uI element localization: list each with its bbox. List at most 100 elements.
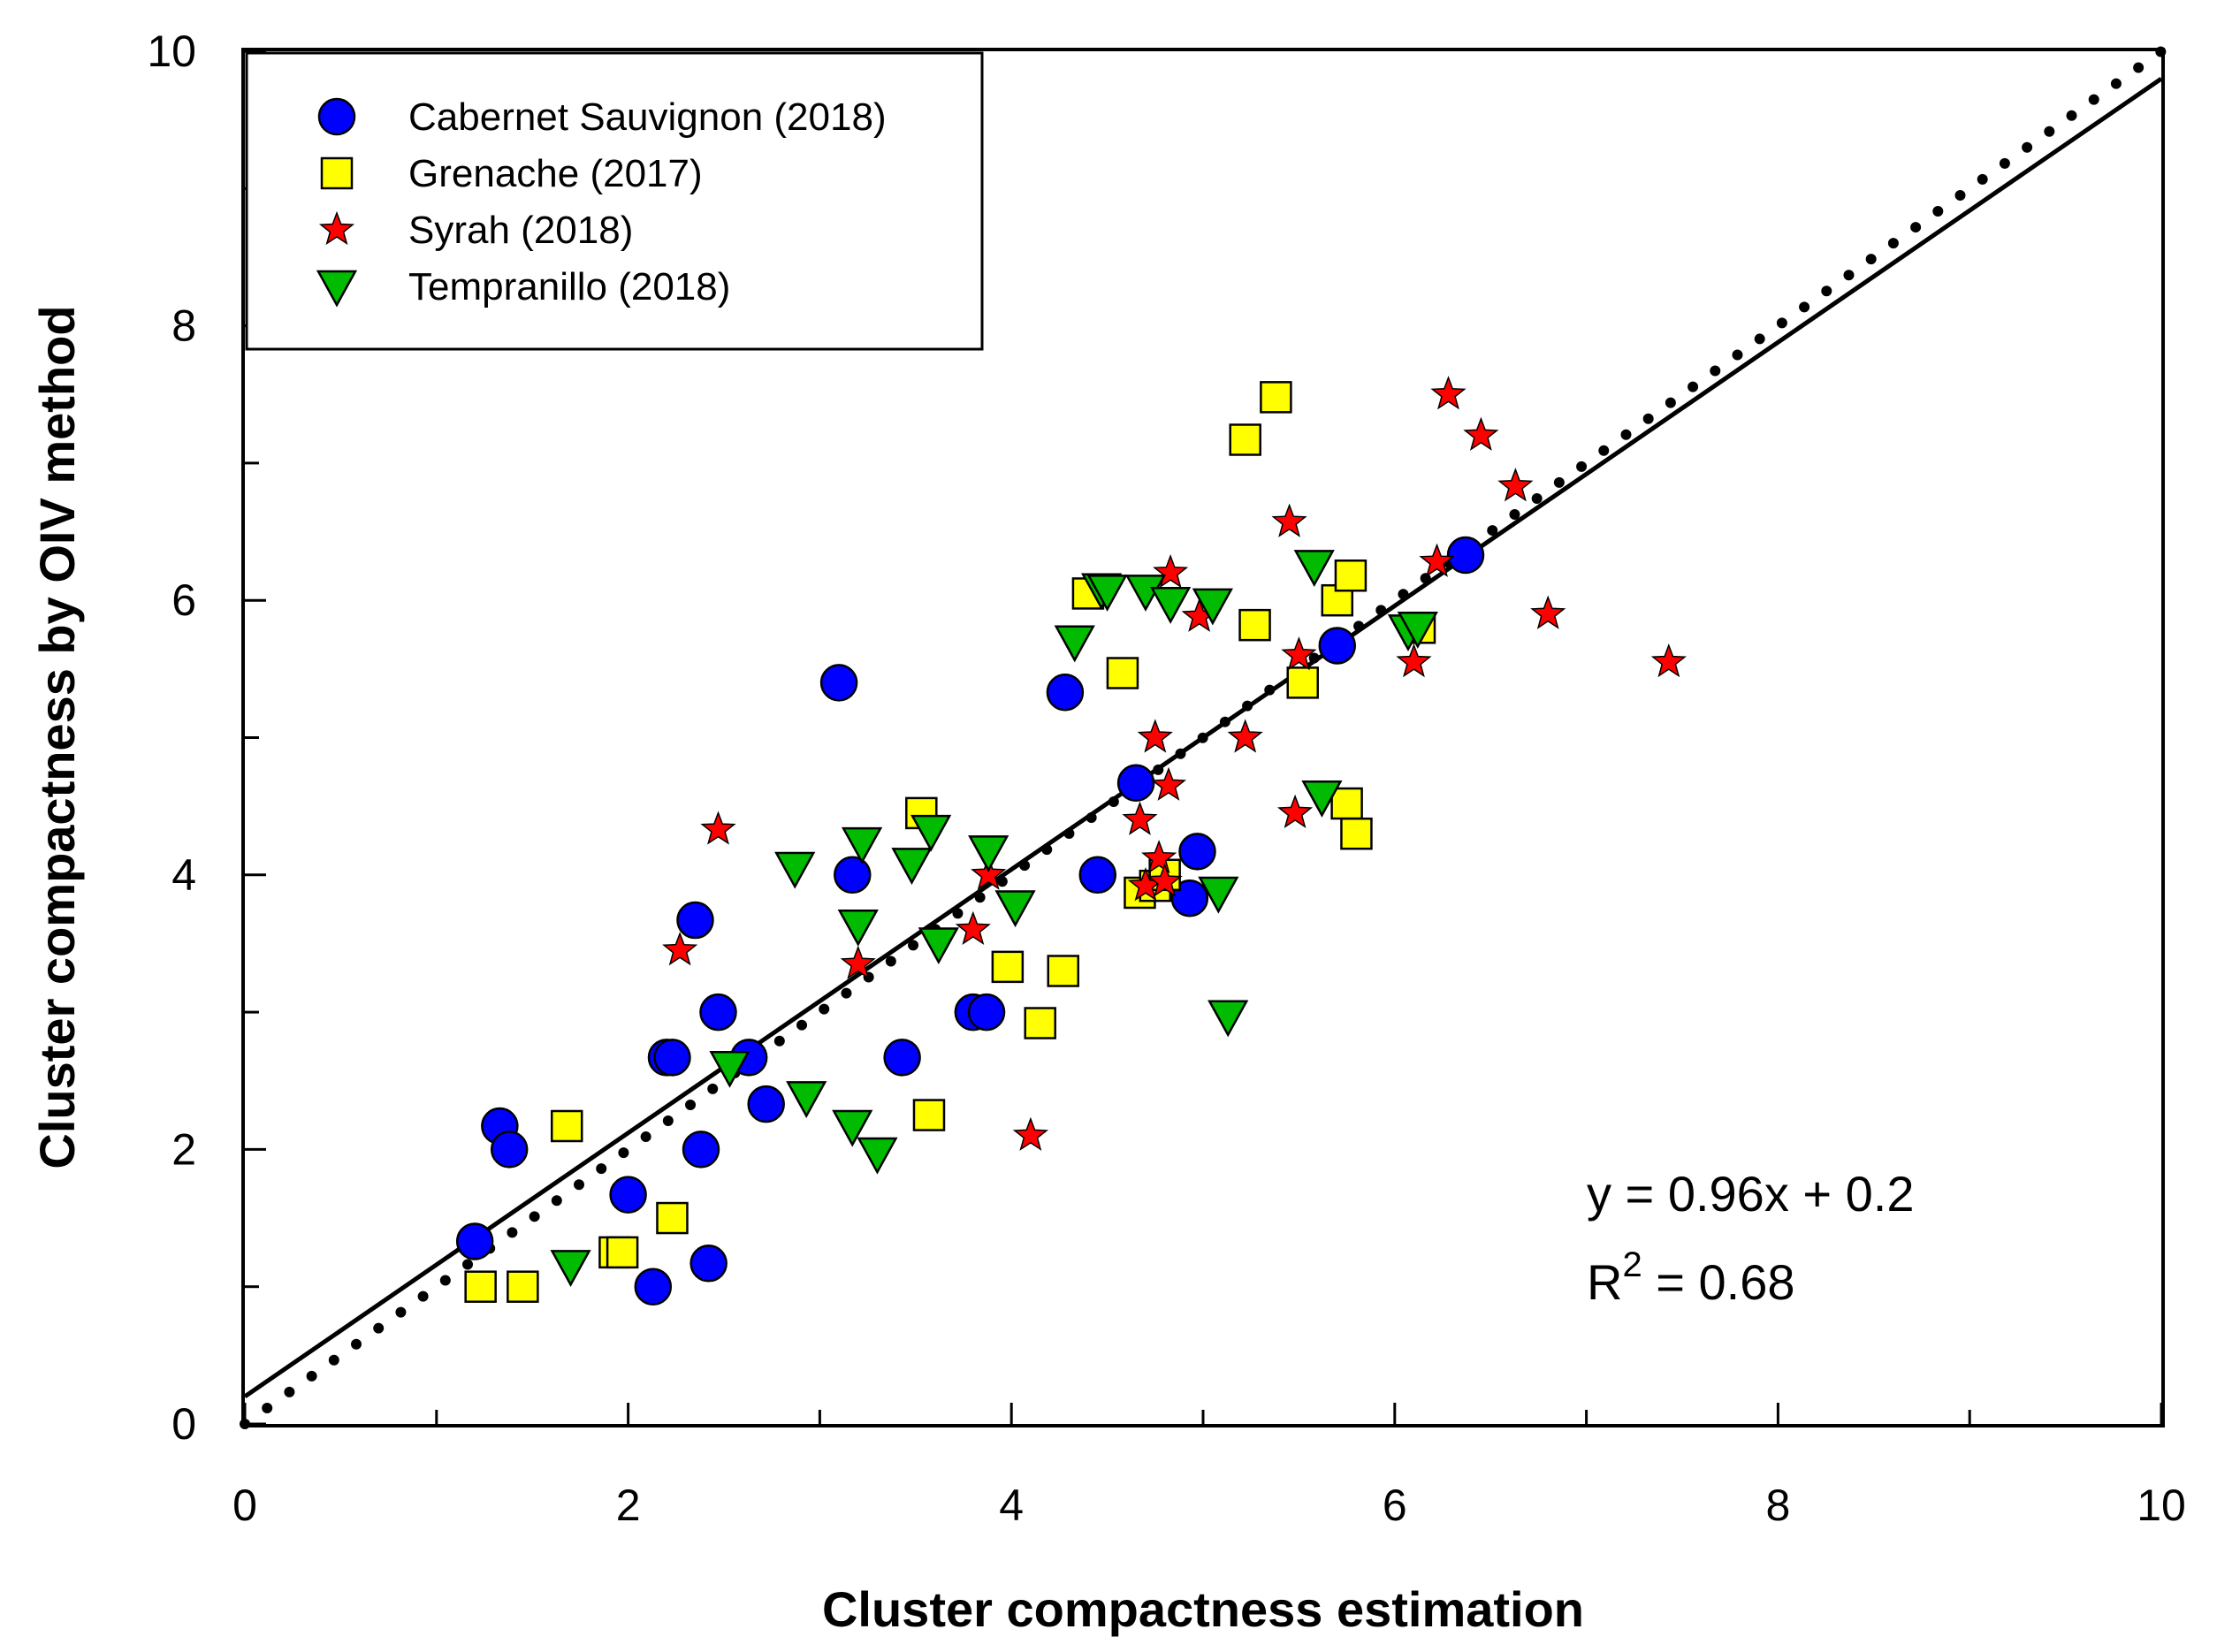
point-triangle-down <box>910 814 952 852</box>
r-squared-exponent: 2 <box>1622 1245 1642 1284</box>
point-circle <box>747 1085 785 1123</box>
point-square <box>606 1236 639 1269</box>
point-star <box>971 856 1007 890</box>
point-star <box>955 910 991 946</box>
point-triangle-down <box>1086 575 1128 612</box>
series-triangle-down <box>550 550 1438 1287</box>
y-axis: 0 2 4 6 8 10 <box>147 27 266 1449</box>
point-square <box>1047 955 1079 987</box>
point-star <box>1141 840 1177 874</box>
point-triangle-down <box>994 890 1036 928</box>
point-triangle-down <box>1150 587 1192 624</box>
legend-box <box>245 51 984 351</box>
x-tick-label: 4 <box>999 1481 1024 1530</box>
y-axis-title: Cluster compactness by OIV method <box>29 305 85 1169</box>
point-circle <box>1116 764 1155 802</box>
point-circle <box>1178 833 1216 871</box>
r-squared-label: R2 = 0.68 <box>1587 1245 1795 1310</box>
point-triangle-down <box>1198 876 1239 914</box>
point-star <box>840 945 876 979</box>
point-square <box>1024 1007 1056 1039</box>
point-square <box>464 1270 497 1303</box>
legend-label: Cabernet Sauvignon (2018) <box>408 95 887 139</box>
point-triangle-down <box>1293 550 1335 587</box>
x-tick-label: 0 <box>232 1481 257 1530</box>
r-squared-prefix: R <box>1587 1254 1622 1310</box>
point-square <box>507 1270 539 1303</box>
legend-label: Tempranillo (2018) <box>408 265 730 308</box>
point-star <box>1122 801 1158 835</box>
point-square <box>1106 657 1139 689</box>
point-star <box>662 932 698 966</box>
regression-equation: y = 0.96x + 0.2 <box>1587 1166 1914 1222</box>
point-square <box>991 950 1025 984</box>
legend: Cabernet Sauvignon (2018) Grenache (2017)… <box>245 51 984 351</box>
plot-frame <box>241 48 2165 1427</box>
series-square <box>464 381 1436 1303</box>
point-circle <box>834 856 872 895</box>
point-star <box>1147 863 1183 897</box>
point-triangle-down <box>1208 1000 1249 1038</box>
y-tick-label: 4 <box>171 850 196 900</box>
point-triangle-down <box>1397 612 1438 649</box>
r-squared-value: = 0.68 <box>1642 1254 1795 1310</box>
point-circle <box>609 1176 647 1214</box>
legend-marker-circle <box>317 97 356 136</box>
point-circle <box>1078 856 1117 895</box>
y-tick-label: 2 <box>171 1124 196 1174</box>
point-circle <box>682 1131 720 1169</box>
point-star <box>1153 553 1189 589</box>
point-square <box>1340 817 1373 850</box>
point-square <box>1229 423 1261 456</box>
point-star <box>1150 766 1187 801</box>
point-star <box>1012 1116 1049 1151</box>
point-circle <box>676 901 714 940</box>
point-triangle-down <box>774 851 816 889</box>
point-square <box>1330 787 1363 820</box>
point-triangle-down <box>1301 780 1343 818</box>
point-square <box>912 1099 946 1131</box>
point-square <box>1238 608 1271 642</box>
point-star <box>1463 416 1499 451</box>
point-circle <box>689 1245 728 1283</box>
legend-label: Grenache (2017) <box>408 152 703 195</box>
data-points <box>455 376 1687 1306</box>
series-star <box>662 376 1687 1151</box>
point-square <box>1260 381 1292 414</box>
point-star <box>1396 643 1432 678</box>
legend-items: Cabernet Sauvignon (2018) Grenache (2017)… <box>316 95 887 308</box>
x-tick-label: 6 <box>1383 1481 1407 1530</box>
y-tick-label: 8 <box>171 301 196 351</box>
series-circle <box>455 536 1485 1306</box>
point-star <box>1137 719 1173 753</box>
point-circle <box>634 1268 673 1306</box>
point-triangle-down <box>857 1137 898 1175</box>
regression-annotation: y = 0.96x + 0.2 R2 = 0.68 <box>1587 1166 1914 1310</box>
point-circle <box>967 993 1006 1032</box>
legend-marker-square <box>320 156 354 190</box>
point-circle <box>1446 536 1485 575</box>
point-circle <box>1046 674 1085 712</box>
point-circle <box>699 993 737 1032</box>
point-star <box>700 811 736 845</box>
legend-marker-triangle-down <box>316 270 358 308</box>
point-triangle-down <box>891 848 933 885</box>
point-triangle-down <box>1054 625 1095 663</box>
point-star <box>1271 503 1307 537</box>
point-triangle-down <box>709 1050 750 1088</box>
point-circle <box>653 1039 691 1077</box>
point-triangle-down <box>968 835 1009 872</box>
point-square <box>656 1201 689 1235</box>
point-circle <box>1318 627 1357 665</box>
y-tick-label: 0 <box>171 1399 196 1449</box>
point-circle <box>455 1222 494 1260</box>
point-star <box>1430 376 1467 410</box>
x-tick-label: 8 <box>1765 1481 1790 1530</box>
point-star <box>1530 595 1566 629</box>
point-triangle-down <box>1192 588 1233 626</box>
point-triangle-down <box>841 826 883 864</box>
point-star <box>1497 468 1534 502</box>
point-circle <box>819 664 858 702</box>
point-circle <box>883 1039 921 1077</box>
